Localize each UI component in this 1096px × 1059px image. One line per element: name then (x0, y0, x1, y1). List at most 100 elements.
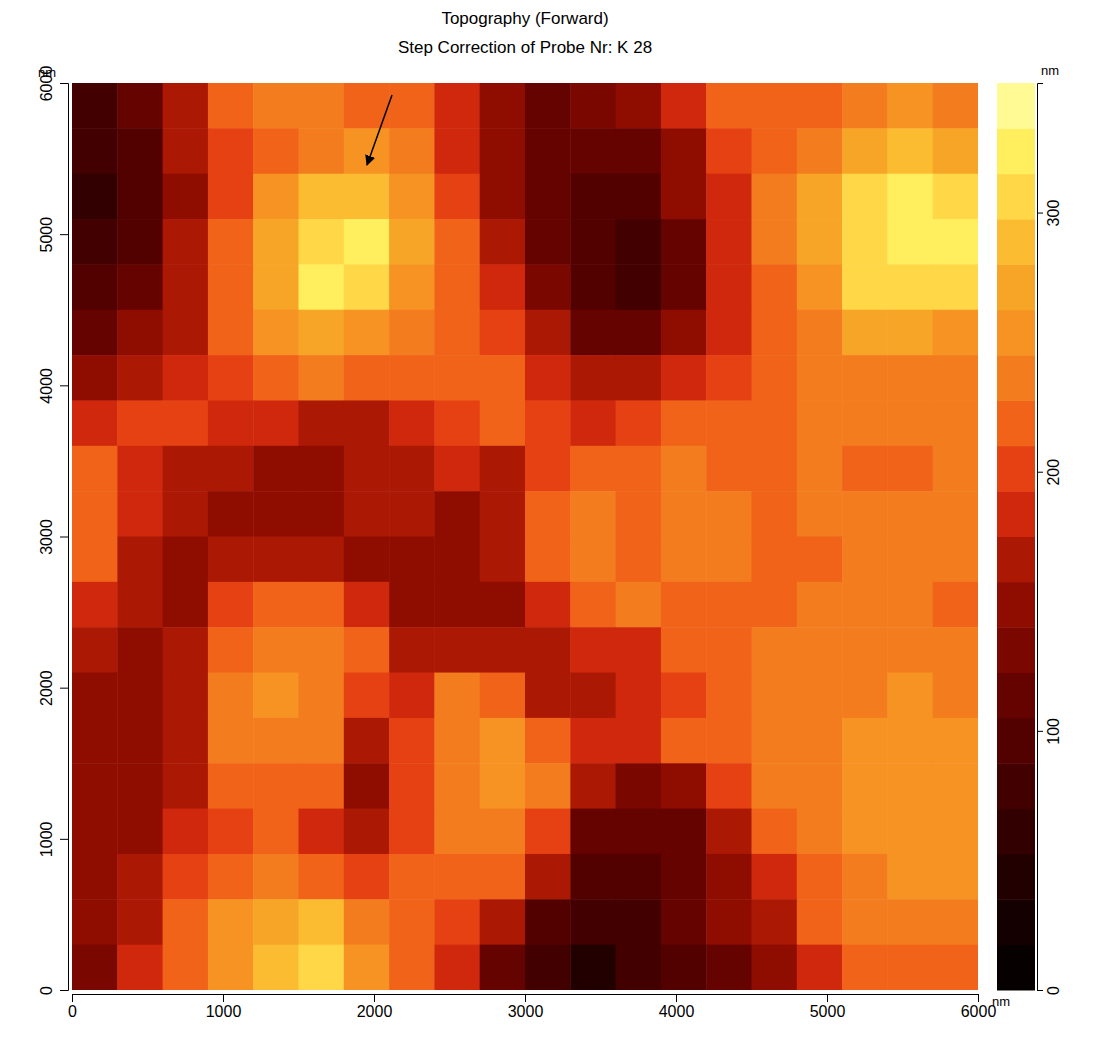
cell (253, 809, 299, 855)
cell (570, 537, 616, 583)
cell (887, 174, 933, 220)
cell (661, 673, 707, 719)
cell (208, 945, 254, 990)
cell (842, 174, 888, 220)
cell (72, 128, 118, 174)
cell (299, 582, 345, 628)
cell (525, 945, 571, 990)
cell (842, 945, 888, 990)
cell (525, 582, 571, 628)
colorbar-tick-label: 0 (1045, 986, 1062, 995)
x-tick-mark (676, 994, 677, 1002)
cell (933, 83, 978, 129)
cell (933, 627, 978, 673)
cell (208, 491, 254, 537)
cell (797, 355, 843, 401)
cell (208, 219, 254, 265)
cell (434, 673, 480, 719)
cell (661, 219, 707, 265)
colorbar-band (997, 83, 1035, 129)
cell (299, 537, 345, 583)
cell (163, 219, 209, 265)
cell (208, 264, 254, 310)
colorbar-band (997, 763, 1035, 809)
x-tick-mark (525, 994, 526, 1002)
cell (117, 128, 163, 174)
cell (299, 854, 345, 900)
cell (480, 355, 526, 401)
cell (434, 582, 480, 628)
y-tick: 4000 (38, 368, 68, 404)
cell (72, 945, 118, 990)
cell (117, 537, 163, 583)
y-tick-label: 1000 (38, 821, 55, 857)
cell (933, 219, 978, 265)
cell (163, 355, 209, 401)
cell (933, 174, 978, 220)
colorbar-band (997, 491, 1035, 537)
cell (344, 899, 390, 945)
y-tick-label: 3000 (38, 519, 55, 555)
y-tick: 1000 (38, 821, 68, 857)
cell (163, 174, 209, 220)
cell (525, 83, 571, 129)
cell (933, 355, 978, 401)
cell (661, 446, 707, 492)
colorbar-band (997, 355, 1035, 401)
cell (752, 854, 798, 900)
cell (661, 491, 707, 537)
cell (887, 264, 933, 310)
cell (616, 446, 662, 492)
cell (706, 491, 752, 537)
y-tick-mark (60, 234, 68, 235)
cell (117, 899, 163, 945)
x-tick-mark (72, 994, 73, 1002)
cell (933, 264, 978, 310)
colorbar-title: nm (1041, 63, 1059, 78)
cell (570, 310, 616, 356)
x-tick-label: 4000 (659, 1003, 695, 1020)
cell (661, 400, 707, 446)
cell (797, 537, 843, 583)
cell (344, 219, 390, 265)
cell (480, 582, 526, 628)
cell (253, 491, 299, 537)
cell (117, 355, 163, 401)
cell (661, 174, 707, 220)
cell (706, 446, 752, 492)
cell (525, 899, 571, 945)
cell (706, 718, 752, 764)
cell (525, 219, 571, 265)
cell (887, 310, 933, 356)
cell (842, 899, 888, 945)
cell (887, 537, 933, 583)
y-tick-mark (60, 839, 68, 840)
cell (72, 174, 118, 220)
cell (842, 627, 888, 673)
cell (299, 310, 345, 356)
colorbar-tick-mark (1037, 731, 1043, 732)
colorbar-axis: 0100200300 (1037, 84, 1062, 995)
cell (163, 537, 209, 583)
cell (208, 899, 254, 945)
cell (480, 537, 526, 583)
cell (661, 854, 707, 900)
cell (887, 763, 933, 809)
cell (752, 627, 798, 673)
cell (72, 537, 118, 583)
x-tick: 1000 (206, 994, 242, 1020)
cell (706, 174, 752, 220)
cell (253, 854, 299, 900)
cell (570, 627, 616, 673)
cell (253, 673, 299, 719)
cell (480, 627, 526, 673)
cell (117, 264, 163, 310)
colorbar-band (997, 582, 1035, 628)
y-tick-label: 4000 (38, 368, 55, 404)
cell (706, 854, 752, 900)
y-tick-mark (60, 385, 68, 386)
cell (933, 491, 978, 537)
cell (616, 355, 662, 401)
cell (525, 537, 571, 583)
cell (752, 310, 798, 356)
